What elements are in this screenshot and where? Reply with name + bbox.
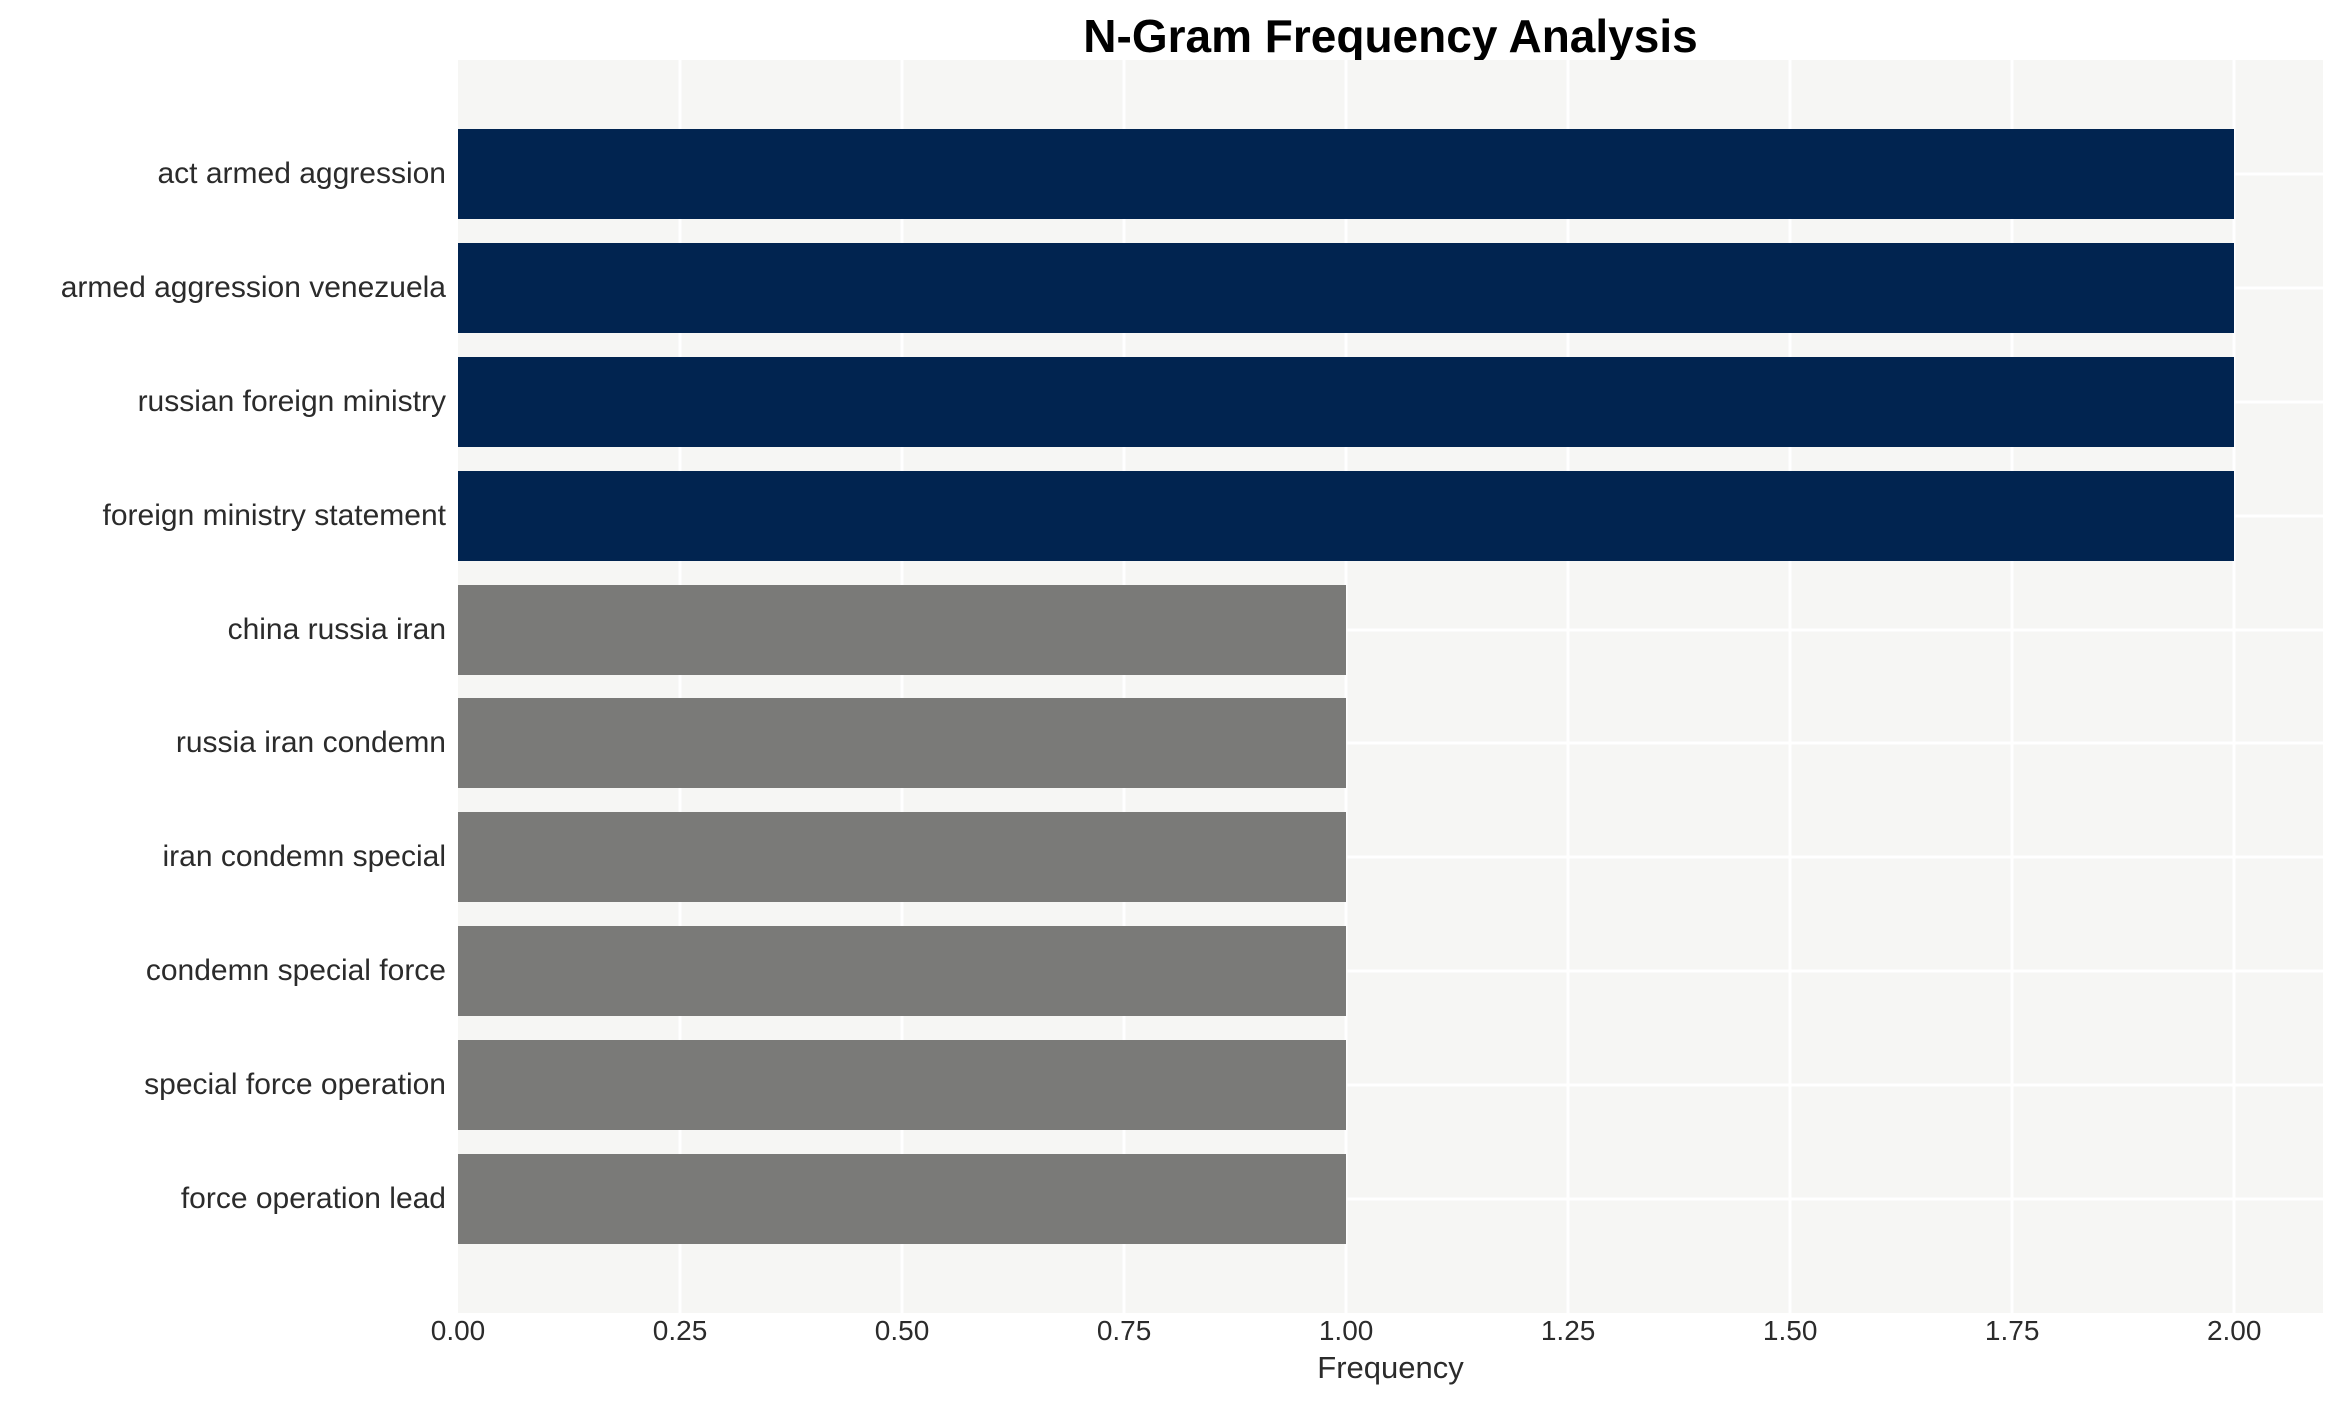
x-tick-label: 0.50 xyxy=(874,1315,930,1346)
chart-title: N-Gram Frequency Analysis xyxy=(1083,10,1698,62)
vertical-gridline xyxy=(1122,60,1126,1313)
vertical-gridline xyxy=(678,60,682,1313)
x-tick-label: 2.00 xyxy=(2206,1315,2262,1346)
x-tick-label: 1.00 xyxy=(1318,1315,1374,1346)
bar-foreign-ministry-statement xyxy=(458,470,2235,561)
y-axis: act armed aggression armed aggression ven… xyxy=(0,60,446,1313)
y-tick-label: iran condemn special xyxy=(162,840,447,874)
y-tick-label: russia iran condemn xyxy=(175,726,446,760)
vertical-gridline xyxy=(1566,60,1570,1313)
vertical-gridline xyxy=(1788,60,1792,1313)
y-tick-label: armed aggression venezuela xyxy=(60,270,446,304)
y-tick-label: foreign ministry statement xyxy=(102,498,446,532)
x-tick-label: 0.75 xyxy=(1096,1315,1152,1346)
y-tick-label: special force operation xyxy=(144,1068,446,1102)
bar-special-force-operation xyxy=(458,1040,1347,1131)
y-tick-label: russian foreign ministry xyxy=(137,384,446,418)
y-tick-label: condemn special force xyxy=(145,954,446,988)
plot-area xyxy=(458,60,2323,1313)
x-tick-label: 1.50 xyxy=(1762,1315,1818,1346)
horizontal-gridline xyxy=(458,855,2323,859)
bar-iran-condemn-special xyxy=(458,812,1347,903)
horizontal-gridline xyxy=(458,1197,2323,1201)
y-tick-label: force operation lead xyxy=(180,1182,446,1216)
bar-condemn-special-force xyxy=(458,926,1347,1017)
bar-act-armed-aggression xyxy=(458,128,2235,219)
bar-force-operation-lead xyxy=(458,1154,1347,1245)
vertical-gridline xyxy=(900,60,904,1313)
bar-russia-iran-condemn xyxy=(458,698,1347,789)
x-tick-label: 1.25 xyxy=(1540,1315,1596,1346)
bar-russian-foreign-ministry xyxy=(458,356,2235,447)
horizontal-gridline xyxy=(458,741,2323,745)
bar-china-russia-iran xyxy=(458,584,1347,675)
horizontal-gridline xyxy=(458,1083,2323,1087)
vertical-gridline xyxy=(1344,60,1348,1313)
vertical-gridline xyxy=(2232,60,2236,1313)
x-tick-label: 1.75 xyxy=(1984,1315,2040,1346)
x-tick-label: 0.25 xyxy=(652,1315,708,1346)
vertical-gridline xyxy=(2010,60,2014,1313)
x-axis-title: Frequency xyxy=(1317,1350,1464,1385)
x-tick-label: 0.00 xyxy=(430,1315,486,1346)
y-tick-label: china russia iran xyxy=(227,612,446,646)
horizontal-gridline xyxy=(458,969,2323,973)
horizontal-gridline xyxy=(458,628,2323,632)
x-axis: 0.00 0.25 0.50 0.75 1.00 1.25 1.50 1.75 2.00 xyxy=(431,1315,2323,1350)
bar-armed-aggression-venezuela xyxy=(458,242,2235,333)
y-tick-label: act armed aggression xyxy=(157,156,447,190)
